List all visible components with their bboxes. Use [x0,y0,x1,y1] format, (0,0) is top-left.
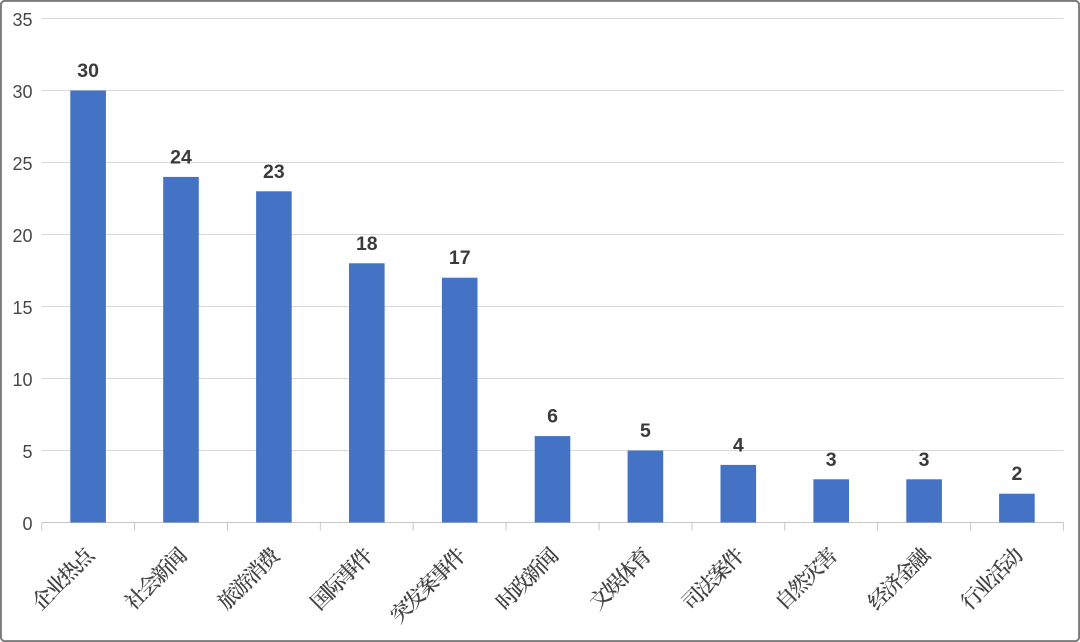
svg-text:5: 5 [640,420,651,442]
svg-text:25: 25 [12,154,32,174]
svg-text:3: 3 [919,449,930,471]
svg-text:17: 17 [449,247,471,269]
svg-text:20: 20 [12,226,32,246]
svg-text:30: 30 [12,82,32,102]
svg-text:2: 2 [1011,463,1022,485]
svg-text:23: 23 [263,161,285,183]
svg-text:5: 5 [22,442,32,462]
svg-text:6: 6 [547,406,558,428]
svg-text:3: 3 [826,449,837,471]
svg-text:18: 18 [356,233,378,255]
svg-text:15: 15 [12,298,32,318]
svg-text:10: 10 [12,370,32,390]
svg-text:35: 35 [12,10,32,30]
svg-text:24: 24 [170,146,192,168]
svg-text:4: 4 [733,434,744,456]
svg-text:30: 30 [77,60,99,82]
svg-text:0: 0 [22,514,32,534]
